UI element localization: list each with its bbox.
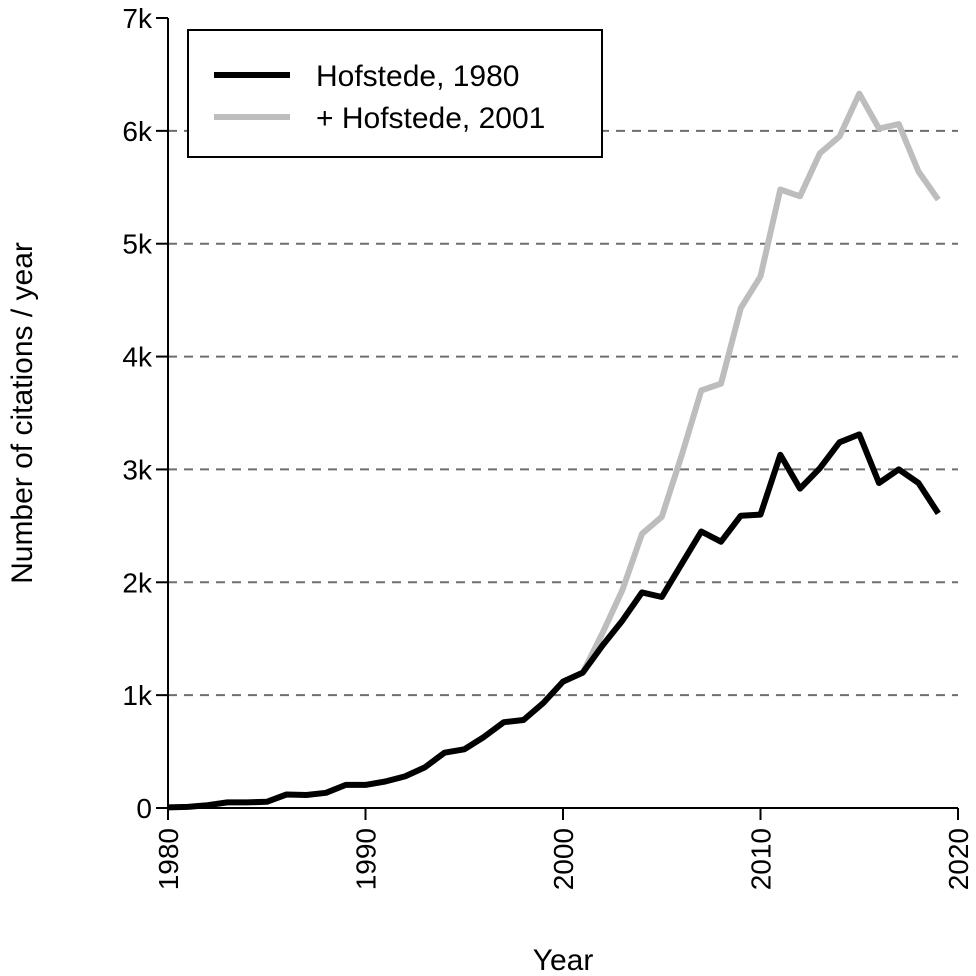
y-tick-label-7: 7k	[122, 3, 153, 34]
series-line-0	[580, 90, 941, 674]
y-tick-label-1: 1k	[122, 680, 153, 711]
legend-label-1: + Hofstede, 2001	[316, 102, 545, 135]
series-lines	[167, 90, 941, 811]
x-tick-label-0: 1980	[153, 828, 184, 890]
x-tick-label-4: 2020	[943, 828, 974, 890]
y-tick-label-4: 4k	[122, 342, 153, 373]
y-axis-title: Number of citations / year	[6, 242, 39, 584]
legend: Hofstede, 1980 + Hofstede, 2001	[187, 29, 603, 158]
legend-label-0: Hofstede, 1980	[316, 60, 519, 93]
y-tick-label-2: 2k	[122, 567, 153, 598]
y-tick-label-0: 0	[136, 793, 152, 824]
y-tick-label-6: 6k	[122, 116, 153, 147]
ticks: 0 1k 2k 3k 4k 5k 6k 7k 1980 1990 2000 2010 2020	[122, 3, 974, 890]
y-tick-label-5: 5k	[122, 229, 153, 260]
y-tick-label-3: 3k	[122, 454, 153, 485]
legend-box	[187, 29, 603, 158]
series-line-1	[167, 431, 941, 811]
x-tick-label-2: 2000	[548, 828, 579, 890]
x-tick-label-3: 2010	[746, 828, 777, 890]
grid-lines	[168, 129, 958, 697]
x-axis-title: Year	[533, 944, 594, 976]
x-tick-label-1: 1990	[351, 828, 382, 890]
